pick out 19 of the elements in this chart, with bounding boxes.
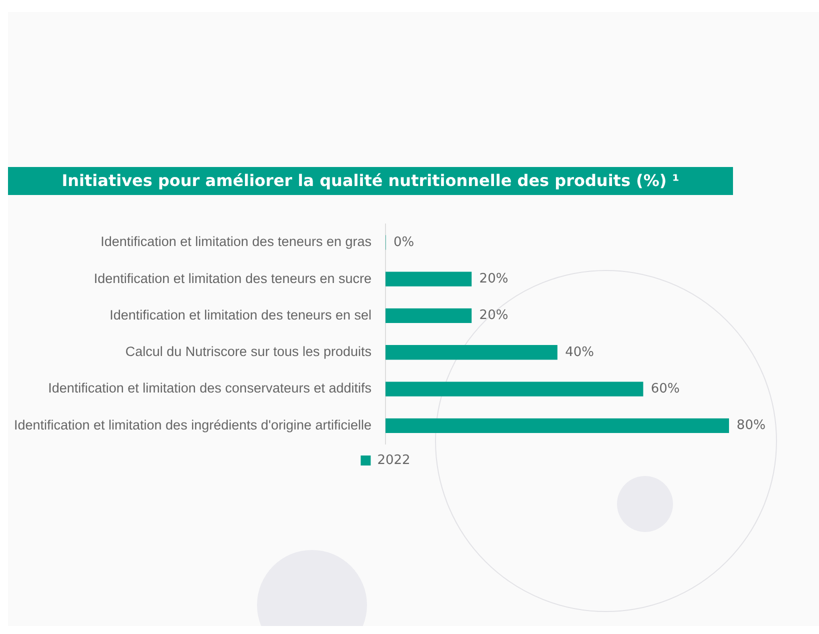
y-tick-label: Identification et limitation des teneurs en sucre [94,270,372,286]
data-label: 60% [650,381,680,396]
bar [386,418,730,434]
legend-label: 2022 [377,452,410,468]
bar [386,382,644,396]
y-tick-label: Identification et limitation des conservateurs et additifs [48,380,372,396]
data-label: 80% [736,418,766,434]
data-label: 40% [565,344,594,360]
bar [386,308,472,324]
data-label: 0% [394,234,414,250]
bar [386,272,472,286]
bar [386,345,558,360]
data-label: 20% [479,308,508,324]
y-tick-label: Identification et limitation des teneurs en sel [110,307,372,322]
y-tick-label: Calcul du Nutriscore sur tous les produits [125,344,372,360]
chart-title: Initiatives pour améliorer la qualité nutritionnelle des produits (%) ¹ [8,167,733,195]
y-tick-label: Identification et limitation des teneurs en gras [100,234,372,250]
y-tick-label: Identification et limitation des ingrédients d'origine artificielle [14,417,372,432]
data-label: 20% [479,271,508,286]
